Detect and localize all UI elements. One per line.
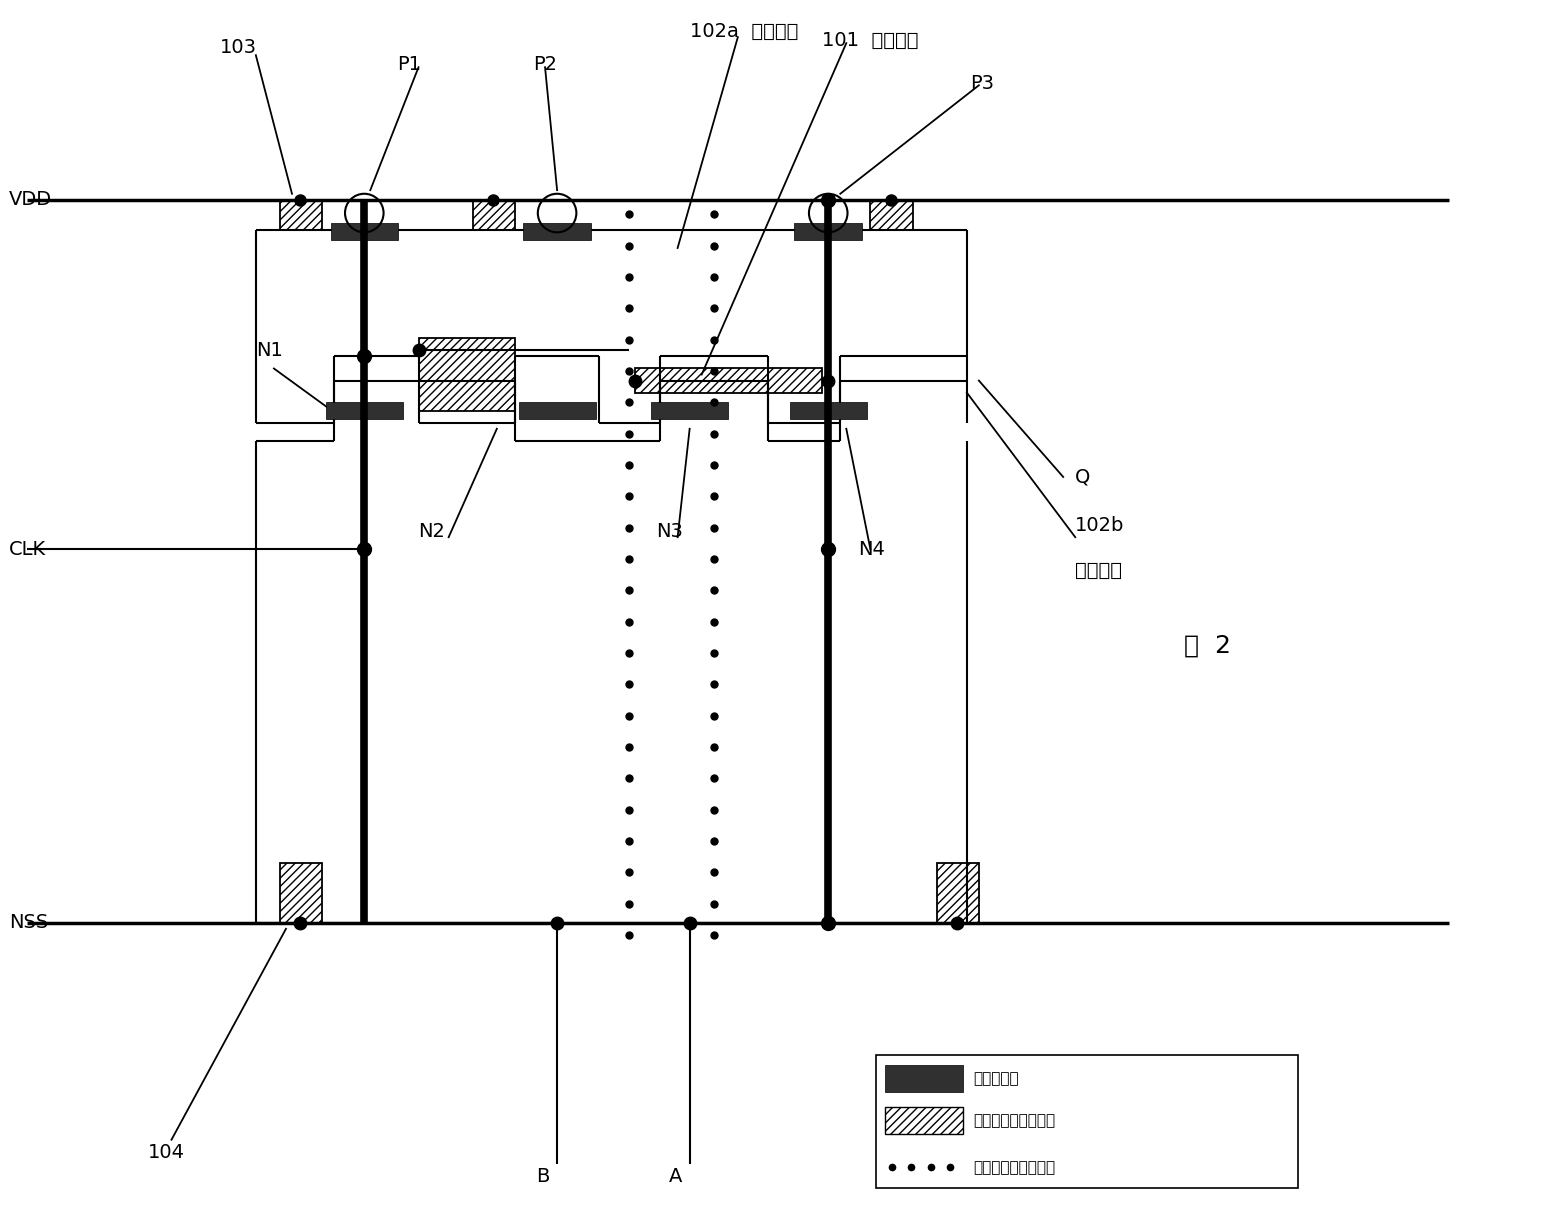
Text: 103: 103 — [220, 38, 257, 57]
Bar — [280, 863, 322, 923]
Text: A: A — [669, 1167, 681, 1186]
Bar — [885, 1065, 963, 1091]
Text: 图  2: 图 2 — [1184, 634, 1231, 658]
Text: ：第二层金属布线层: ：第二层金属布线层 — [972, 1160, 1054, 1175]
Bar — [652, 402, 728, 419]
Bar — [789, 402, 867, 419]
Bar — [794, 223, 862, 240]
Bar — [876, 1056, 1299, 1189]
Text: N3: N3 — [656, 522, 683, 541]
Bar — [937, 863, 978, 923]
Text: NSS: NSS — [9, 913, 48, 933]
Text: P3: P3 — [971, 74, 994, 93]
Text: N2: N2 — [418, 522, 446, 541]
Text: 101  动态节点: 101 动态节点 — [822, 30, 918, 50]
Bar — [472, 200, 515, 230]
Bar — [870, 200, 913, 230]
Bar — [523, 223, 591, 240]
Text: 屏蔽连线: 屏蔽连线 — [1076, 561, 1122, 580]
Text: 102b: 102b — [1076, 516, 1125, 535]
Bar — [519, 402, 596, 419]
Text: 104: 104 — [147, 1142, 184, 1162]
Bar — [418, 339, 515, 411]
Bar — [280, 200, 322, 230]
Text: N4: N4 — [858, 540, 885, 560]
Text: ：多晶硅层: ：多晶硅层 — [972, 1070, 1019, 1086]
Bar — [635, 368, 822, 393]
Bar — [885, 1107, 963, 1134]
Bar — [331, 223, 398, 240]
Text: Q: Q — [1076, 467, 1091, 486]
Text: VDD: VDD — [9, 190, 53, 210]
Text: B: B — [536, 1167, 550, 1186]
Text: N1: N1 — [255, 341, 283, 361]
Text: 102a  屏蔽连线: 102a 屏蔽连线 — [690, 22, 799, 41]
Text: P1: P1 — [396, 55, 421, 73]
Text: CLK: CLK — [9, 540, 46, 558]
Text: ：第一层金属布线层: ：第一层金属布线层 — [972, 1113, 1054, 1128]
Text: P2: P2 — [533, 55, 557, 73]
Bar — [325, 402, 402, 419]
